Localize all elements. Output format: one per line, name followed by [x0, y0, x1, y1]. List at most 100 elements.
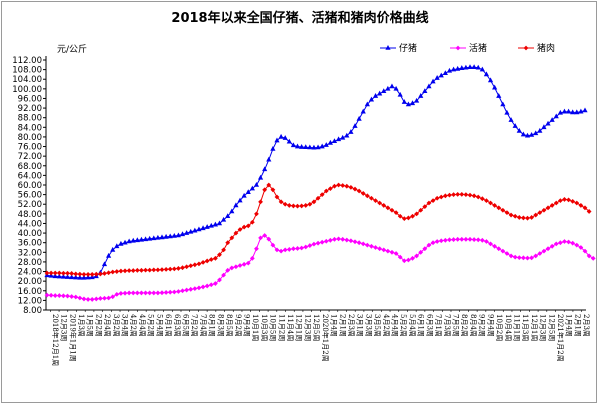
data-point: [549, 117, 555, 122]
data-point: [171, 289, 177, 295]
y-unit-label: 元/公斤: [57, 44, 87, 55]
data-point: [381, 247, 387, 253]
data-point: [557, 109, 563, 115]
x-tick-label: 11月3周: [521, 314, 529, 341]
data-point: [196, 226, 202, 232]
data-point: [311, 241, 317, 247]
data-point: [570, 109, 576, 115]
data-point: [488, 241, 493, 247]
data-point: [110, 246, 116, 252]
data-point: [134, 237, 140, 243]
x-tick-label: 11月4周: [286, 314, 294, 341]
data-point: [295, 203, 300, 209]
series-2: [44, 233, 596, 302]
data-point: [270, 145, 276, 151]
data-point: [430, 240, 436, 246]
y-tick-label: 8.00: [23, 306, 42, 316]
data-point: [102, 271, 107, 276]
data-point: [442, 70, 448, 76]
x-tick-label: 2月1周: [338, 314, 346, 337]
data-point: [504, 251, 510, 256]
data-point: [364, 242, 370, 248]
data-point: [118, 240, 124, 246]
data-point: [537, 210, 543, 216]
data-point: [249, 255, 255, 261]
data-point: [180, 288, 185, 294]
data-point: [110, 294, 116, 300]
data-point: [52, 273, 58, 279]
data-point: [171, 232, 177, 238]
data-point: [377, 200, 383, 206]
data-point: [176, 289, 181, 294]
x-tick-label: 2019年1月1周: [68, 314, 77, 362]
data-point: [48, 270, 54, 276]
data-point: [541, 207, 547, 213]
x-tick-label: 1月3周: [77, 314, 85, 337]
x-tick-label: 2018年12月1周: [51, 314, 60, 366]
x-tick-label: 12月1周: [530, 314, 538, 341]
data-point: [77, 271, 83, 277]
data-point: [126, 290, 132, 296]
y-tick-label: 60.00: [18, 181, 42, 191]
data-point: [134, 290, 140, 296]
data-point: [81, 274, 87, 280]
data-point: [406, 215, 411, 221]
data-point: [533, 130, 539, 136]
data-point: [442, 237, 448, 243]
data-point: [484, 239, 489, 244]
series-layer: [44, 64, 596, 302]
data-point: [529, 132, 535, 137]
data-point: [212, 221, 218, 227]
data-point: [208, 257, 214, 262]
data-point: [565, 108, 572, 114]
data-point: [237, 227, 243, 232]
data-point: [81, 296, 87, 302]
x-tick-label: 12月3周: [60, 314, 68, 341]
data-point: [582, 248, 588, 254]
data-point: [44, 270, 50, 276]
data-point: [65, 270, 70, 276]
data-point: [303, 244, 309, 250]
data-point: [434, 195, 440, 201]
x-tick-label: 6月3周: [425, 314, 433, 337]
data-point: [73, 274, 79, 280]
x-tick-label: 8月2周: [460, 314, 468, 337]
data-point: [455, 65, 461, 71]
data-point: [570, 198, 576, 204]
data-point: [85, 297, 91, 302]
data-point: [241, 224, 247, 230]
data-point: [290, 142, 297, 148]
legend-item: 仔猪: [380, 42, 417, 54]
data-point: [147, 290, 153, 296]
data-point: [557, 198, 563, 204]
data-point: [405, 101, 412, 107]
data-point: [85, 274, 91, 280]
data-point: [56, 273, 62, 279]
data-point: [488, 200, 493, 206]
data-point: [151, 267, 157, 273]
data-point: [167, 266, 173, 272]
data-point: [360, 241, 366, 247]
data-point: [393, 251, 399, 256]
data-point: [586, 253, 592, 259]
data-point: [500, 207, 506, 213]
data-point: [496, 205, 502, 211]
data-point: [516, 215, 522, 220]
data-point: [142, 236, 149, 242]
data-point: [430, 78, 436, 84]
data-point: [110, 269, 116, 275]
data-point: [529, 215, 535, 220]
x-tick-label: 8月3周: [216, 314, 224, 337]
data-point: [578, 245, 584, 250]
data-point: [282, 135, 288, 140]
data-point: [134, 267, 140, 273]
data-point: [364, 101, 370, 107]
data-point: [167, 289, 173, 295]
data-point: [93, 271, 99, 277]
data-point: [97, 271, 103, 277]
data-point: [151, 235, 157, 241]
data-point: [159, 290, 165, 296]
data-point: [291, 246, 296, 252]
data-point: [56, 270, 62, 276]
data-point: [77, 274, 83, 280]
